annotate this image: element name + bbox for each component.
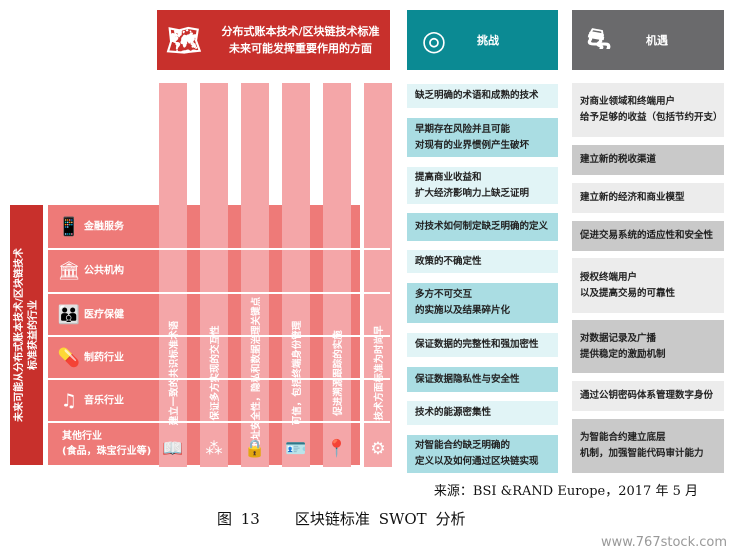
challenge-item: 提高商业收益和扩大经济影响力上缺乏证明: [407, 167, 558, 204]
item-text-line: 提高商业收益和: [415, 171, 482, 183]
figure-title: 图 13 区块链标准 SWOT 分析: [217, 510, 466, 528]
item-text-line: 技术的能源密集性: [415, 407, 492, 418]
map-icon: 🗺: [166, 23, 202, 57]
row-divider: [48, 292, 390, 294]
aspect-column: 技术方面标准为时尚早 ⚙: [364, 83, 392, 467]
location-pin-icon: 📍: [326, 439, 348, 459]
challenge-item: 保证数据隐私性与安全性: [407, 367, 558, 392]
item-text-line: 早期存在风险并且可能: [415, 123, 511, 135]
standards-title-line2: 未来可能发挥重要作用的方面: [229, 42, 372, 55]
item-text-line: 扩大经济影响力上缺乏证明: [415, 187, 530, 199]
music-note-icon: ♫: [60, 390, 78, 411]
industries-label: 未来可能从分布式账本技术/区块链技术 标准获益的行业: [10, 205, 43, 465]
source-note: 来源：BSI &RAND Europe，2017 年 5 月: [433, 484, 698, 499]
item-text-line: 提供稳定的激励机制: [580, 348, 666, 360]
item-text-line: 通过公钥密码体系管理数字身份: [580, 390, 714, 401]
pill-icon: 💊: [57, 347, 81, 368]
watermark: www.767stock.com: [600, 535, 727, 550]
item-text-line: 对技术如何制定缺乏明确的定义: [415, 221, 549, 232]
challenge-item: 保证数据的完整性和强加密性: [407, 333, 558, 357]
aspect-label: 地址安全性，隐私和数据治理关键点: [251, 296, 262, 450]
standards-header: 🗺 分布式账本技术/区块链技术标准 未来可能发挥重要作用的方面: [157, 10, 390, 70]
item-text-line: 的实施以及结果碎片化: [415, 305, 511, 316]
industries-label-line1: 未来可能从分布式账本技术/区块链技术: [13, 248, 25, 422]
id-card-icon: 🪪: [285, 439, 307, 459]
aspect-column: 促进溯源跟踪的实施 📍: [323, 83, 351, 467]
item-text-line: 多方不可交互: [415, 289, 473, 300]
aspect-column: 保证多方实现的交互性 ⁂: [200, 83, 228, 467]
phone-euro-icon: 📱: [57, 216, 81, 237]
challenge-item: 技术的能源密集性: [407, 401, 558, 425]
book-icon: 📖: [162, 439, 184, 459]
opportunities-header: ⛐ 机遇: [572, 10, 724, 70]
row-divider: [48, 335, 390, 337]
item-text-line: 对商业领域和终端用户: [580, 96, 676, 107]
challenge-item: 缺乏明确的术语和成熟的技术: [407, 84, 558, 108]
road-icon: ⛐: [586, 21, 612, 55]
item-text-line: 机制，加强智能代码审计能力: [580, 448, 704, 459]
item-text-line: 保证数据的完整性和强加密性: [415, 339, 539, 350]
maze-icon: ◎: [421, 23, 447, 57]
bank-icon: 🏛: [57, 260, 81, 282]
aspect-column: 地址安全性，隐私和数据治理关键点 🔒: [241, 83, 269, 467]
challenge-item: 对技术如何制定缺乏明确的定义: [407, 213, 558, 241]
row-divider: [48, 421, 390, 423]
aspect-column: 可信，包括终端身份管理 🪪: [282, 83, 310, 467]
row-divider: [48, 248, 390, 250]
gear-icon: ⚙: [370, 439, 386, 459]
item-text-line: 给予足够的收益（包括节约开支）: [580, 112, 723, 123]
industry-label-line2: (食品，珠宝行业等): [62, 446, 152, 457]
item-text-line: 为智能合约建立底层: [580, 432, 666, 443]
security-hand-icon: 🔒: [244, 439, 266, 459]
opportunitie-item: 建立新的税收渠道: [572, 145, 724, 175]
item-text-line: 促进交易系统的适应性和安全性: [580, 230, 714, 241]
challenges-header: ◎ 挑战: [407, 10, 558, 70]
industry-label: 其他行业 (食品，珠宝行业等): [62, 429, 151, 459]
aspect-column: 建立一致的共识标准术语 📖: [159, 83, 187, 467]
item-text-line: 建立新的税收渠道: [580, 154, 657, 165]
item-text-line: 对智能合约缺乏明确的: [415, 440, 511, 451]
challenge-item: 对智能合约缺乏明确的定义以及如何通过区块链实现: [407, 435, 558, 473]
network-icon: ⁂: [205, 439, 223, 459]
challenge-item: 多方不可交互的实施以及结果碎片化: [407, 283, 558, 323]
item-text-line: 缺乏明确的术语和成熟的技术: [415, 90, 539, 101]
challenges-title: 挑战: [477, 33, 499, 47]
item-text-line: 以及提高交易的可靠性: [580, 287, 676, 299]
industry-label: 金融服务: [84, 221, 124, 232]
opportunitie-item: 通过公钥密码体系管理数字身份: [572, 381, 724, 411]
challenge-item: 早期存在风险并且可能对现有的业界惯例产生破坏: [407, 118, 558, 157]
aspect-label: 技术方面标准为时尚早: [374, 325, 385, 421]
item-text-line: 政策的不确定性: [415, 255, 482, 267]
opportunitie-item: 促进交易系统的适应性和安全性: [572, 221, 724, 251]
industries-label-line2: 标准获益的行业: [27, 300, 39, 370]
item-text-line: 建立新的经济和商业模型: [580, 192, 685, 203]
item-text-line: 定义以及如何通过区块链实现: [415, 456, 539, 467]
aspect-label: 促进溯源跟踪的实施: [333, 330, 344, 416]
family-health-icon: 👪: [57, 304, 81, 325]
industry-label: 制药行业: [84, 352, 124, 363]
industry-label: 公共机构: [84, 265, 124, 277]
industry-label-line1: 其他行业: [62, 431, 102, 442]
row-divider: [48, 378, 390, 380]
challenge-item: 政策的不确定性: [407, 250, 558, 273]
industry-label: 医疗保健: [84, 309, 124, 320]
opportunitie-item: 为智能合约建立底层机制，加强智能代码审计能力: [572, 419, 724, 473]
opportunitie-item: 授权终端用户以及提高交易的可靠性: [572, 258, 724, 313]
item-text-line: 保证数据隐私性与安全性: [415, 373, 520, 385]
industry-label: 音乐行业: [84, 395, 124, 406]
opportunitie-item: 建立新的经济和商业模型: [572, 183, 724, 213]
opportunitie-item: 对数据记录及广播 提供稳定的激励机制: [572, 320, 724, 373]
aspect-label: 保证多方实现的交互性: [210, 325, 221, 421]
opportunitie-item: 对商业领域和终端用户给予足够的收益（包括节约开支）: [572, 83, 724, 137]
standards-title-line1: 分布式账本技术/区块链技术标准: [221, 25, 380, 38]
item-text-line: 对数据记录及广播: [580, 332, 657, 344]
item-text-line: 对现有的业界惯例产生破坏: [415, 139, 530, 151]
opportunities-title: 机遇: [646, 33, 668, 47]
item-text-line: 授权终端用户: [580, 271, 638, 283]
